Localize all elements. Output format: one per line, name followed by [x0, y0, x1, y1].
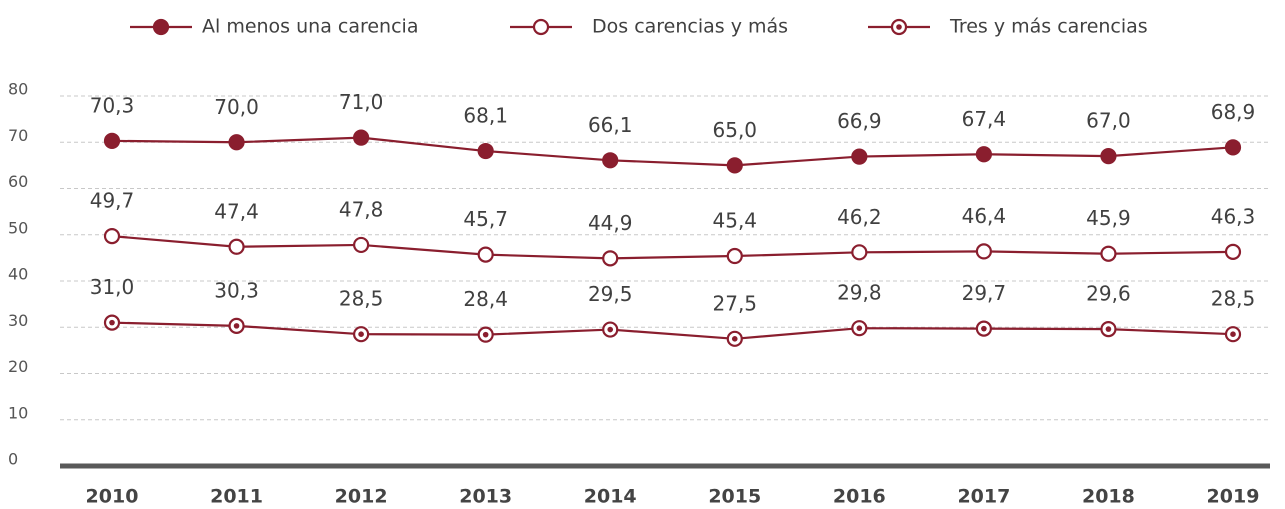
point — [602, 250, 619, 267]
x-tick-label: 2016 — [833, 486, 886, 508]
y-tick-label: 0 — [8, 450, 18, 469]
value-label: 46,4 — [962, 204, 1007, 228]
point — [602, 152, 619, 169]
point-dot — [233, 323, 240, 329]
y-tick-label: 60 — [8, 172, 28, 191]
value-label: 29,5 — [588, 282, 633, 306]
value-label: 71,0 — [339, 90, 384, 114]
value-label: 67,0 — [1086, 109, 1131, 133]
point — [103, 132, 121, 149]
point-dot — [607, 326, 614, 333]
point-dot — [1105, 326, 1112, 332]
value-label: 70,0 — [214, 95, 259, 119]
point — [228, 134, 245, 151]
value-label: 49,7 — [90, 189, 135, 213]
point-dot — [109, 319, 115, 326]
value-label: 67,4 — [962, 107, 1007, 131]
series-line — [111, 235, 1234, 260]
value-label: 45,4 — [713, 209, 758, 233]
point-dot — [358, 331, 364, 337]
x-tick-label: 2018 — [1082, 486, 1135, 508]
point — [353, 236, 370, 254]
value-label: 70,3 — [90, 93, 135, 117]
value-label: 27,5 — [713, 291, 758, 315]
value-label: 28,5 — [1211, 287, 1256, 311]
x-tick-label: 2019 — [1207, 486, 1260, 508]
series-line — [111, 321, 1234, 340]
y-tick-label: 10 — [8, 403, 28, 422]
value-label: 46,2 — [837, 205, 882, 229]
series-line — [111, 136, 1234, 167]
y-tick-label: 20 — [8, 357, 28, 376]
value-label: 68,9 — [1211, 100, 1256, 124]
point-dot — [981, 325, 987, 332]
value-label: 28,5 — [339, 287, 384, 311]
value-label: 44,9 — [588, 211, 633, 235]
point — [851, 148, 868, 165]
point — [726, 157, 743, 174]
value-label: 66,1 — [588, 113, 633, 137]
legend-label: Dos carencias y más — [592, 16, 788, 38]
value-label: 28,4 — [463, 287, 508, 311]
value-label: 66,9 — [837, 109, 882, 133]
point — [477, 142, 494, 160]
point — [975, 146, 992, 163]
point-dot — [482, 331, 489, 338]
point — [1100, 148, 1117, 165]
x-tick-label: 2017 — [957, 486, 1010, 508]
point — [103, 228, 121, 245]
value-label: 47,8 — [339, 197, 384, 221]
y-tick-label: 80 — [8, 80, 28, 99]
x-tick-label: 2014 — [584, 486, 637, 508]
value-label: 29,8 — [837, 281, 882, 305]
x-tick-label: 2010 — [86, 486, 139, 508]
value-label: 29,7 — [962, 281, 1007, 305]
point — [1224, 139, 1242, 156]
point — [975, 243, 992, 260]
point — [851, 244, 868, 261]
point — [477, 246, 494, 263]
point — [1100, 245, 1117, 262]
y-tick-label: 30 — [8, 311, 28, 330]
legend-label: Tres y más carencias — [949, 16, 1148, 38]
point-dot — [1230, 331, 1236, 337]
value-label: 47,4 — [214, 199, 259, 223]
point — [353, 129, 370, 146]
value-label: 29,6 — [1086, 282, 1131, 306]
legend-marker — [532, 18, 550, 36]
value-label: 65,0 — [713, 118, 758, 142]
legend-label: Al menos una carencia — [202, 16, 418, 38]
y-tick-label: 50 — [8, 218, 28, 237]
point — [1224, 243, 1242, 260]
value-label: 46,3 — [1211, 204, 1256, 228]
point-dot — [731, 336, 738, 342]
point — [228, 238, 245, 255]
legend-marker — [152, 18, 170, 36]
x-tick-label: 2012 — [335, 486, 388, 508]
x-tick-label: 2015 — [708, 486, 761, 508]
point — [726, 247, 743, 265]
value-label: 68,1 — [463, 104, 508, 128]
point-dot — [856, 325, 863, 331]
y-tick-label: 40 — [8, 265, 28, 284]
y-tick-label: 70 — [8, 126, 28, 145]
x-tick-label: 2013 — [459, 486, 512, 508]
value-label: 45,9 — [1086, 206, 1131, 230]
x-tick-label: 2011 — [210, 486, 263, 508]
legend-marker-dot — [896, 24, 902, 30]
value-label: 45,7 — [463, 207, 508, 231]
value-label: 30,3 — [214, 278, 259, 302]
value-label: 31,0 — [90, 275, 135, 299]
